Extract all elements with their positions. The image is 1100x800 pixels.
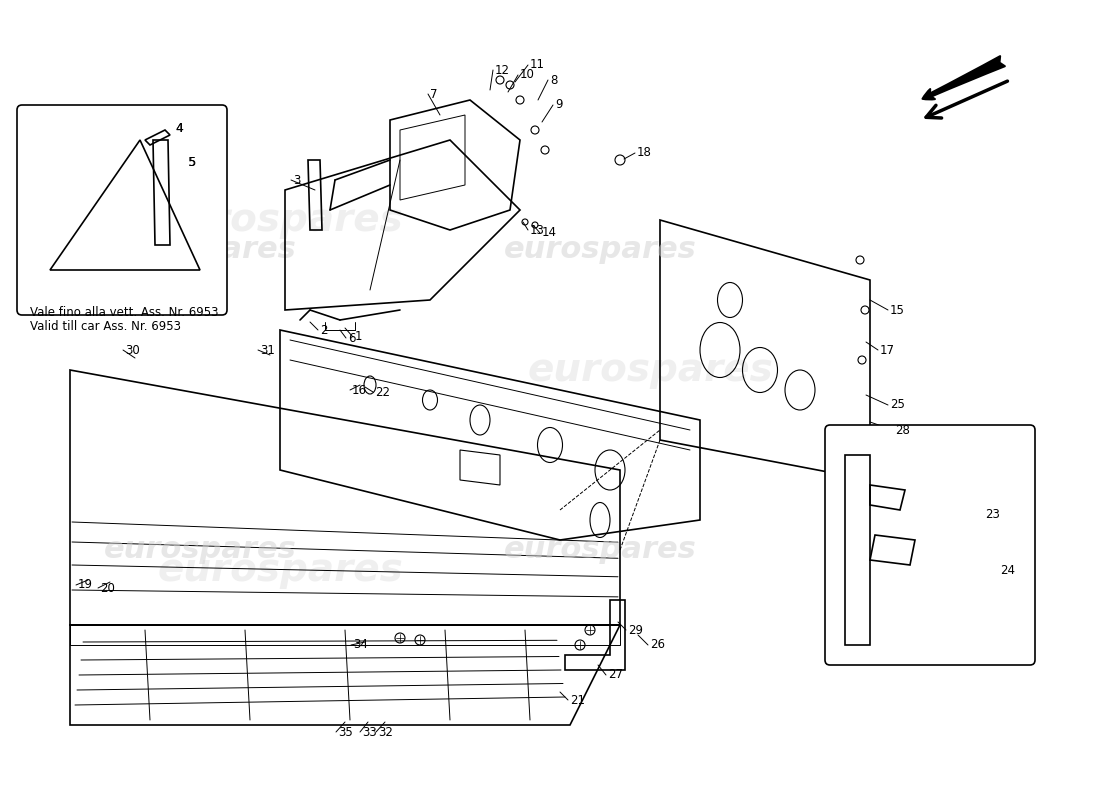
Text: Vale fino alla vett. Ass. Nr. 6953: Vale fino alla vett. Ass. Nr. 6953	[30, 306, 219, 319]
Text: eurospares: eurospares	[157, 201, 403, 239]
Text: 20: 20	[100, 582, 114, 594]
Text: 18: 18	[637, 146, 652, 159]
Text: Valid till car Ass. Nr. 6953: Valid till car Ass. Nr. 6953	[30, 319, 182, 333]
Text: 27: 27	[608, 669, 623, 682]
Text: 1: 1	[355, 330, 363, 343]
Text: 15: 15	[890, 303, 905, 317]
Text: 4: 4	[175, 122, 183, 134]
Text: 2: 2	[320, 323, 328, 337]
Text: 19: 19	[78, 578, 94, 591]
Text: eurospares: eurospares	[103, 235, 296, 265]
Text: 28: 28	[895, 423, 910, 437]
Text: eurospares: eurospares	[504, 235, 696, 265]
Text: 6: 6	[348, 331, 355, 345]
Text: 5: 5	[188, 155, 196, 169]
Text: 16: 16	[352, 383, 367, 397]
Text: 10: 10	[520, 69, 535, 82]
Text: eurospares: eurospares	[157, 551, 403, 589]
Text: 7: 7	[430, 87, 438, 101]
Text: 31: 31	[260, 343, 275, 357]
Text: 24: 24	[1000, 563, 1015, 577]
Text: 35: 35	[338, 726, 353, 738]
Text: 33: 33	[362, 726, 376, 738]
Text: 30: 30	[125, 343, 140, 357]
Text: eurospares: eurospares	[103, 535, 296, 565]
Text: 26: 26	[650, 638, 666, 651]
Text: 29: 29	[628, 623, 643, 637]
Text: 14: 14	[542, 226, 557, 239]
Text: 25: 25	[890, 398, 905, 411]
Text: 13: 13	[530, 223, 544, 237]
Text: 5: 5	[188, 155, 196, 169]
Text: 17: 17	[880, 343, 895, 357]
Text: 34: 34	[353, 638, 367, 651]
Text: 12: 12	[495, 63, 510, 77]
FancyBboxPatch shape	[825, 425, 1035, 665]
Text: eurospares: eurospares	[527, 351, 773, 389]
Text: 9: 9	[556, 98, 562, 111]
Text: 21: 21	[570, 694, 585, 706]
Text: 4: 4	[175, 122, 183, 134]
Text: 32: 32	[378, 726, 393, 738]
Text: 22: 22	[375, 386, 390, 398]
Text: 11: 11	[530, 58, 544, 71]
Text: 3: 3	[293, 174, 300, 186]
Text: eurospares: eurospares	[504, 535, 696, 565]
FancyBboxPatch shape	[16, 105, 227, 315]
Text: 23: 23	[984, 509, 1000, 522]
Text: 8: 8	[550, 74, 558, 86]
